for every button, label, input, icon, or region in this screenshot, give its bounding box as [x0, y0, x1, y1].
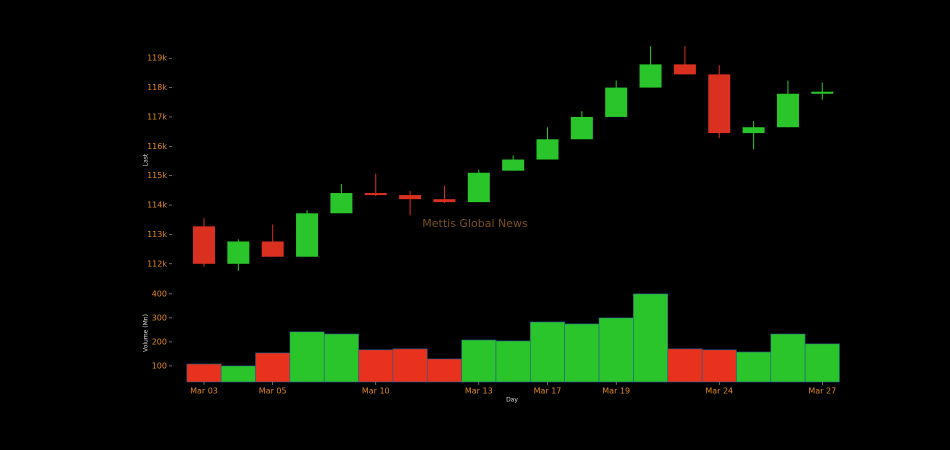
- candle-body: [776, 93, 799, 128]
- volume-bar: [701, 349, 737, 383]
- x-tick-label: Mar 13: [465, 387, 493, 396]
- candle-body: [261, 241, 284, 257]
- candle-body: [605, 87, 628, 117]
- volume-bar: [461, 339, 497, 383]
- y-tick-label: 117k: [147, 112, 167, 121]
- y-tick-label: 100: [152, 361, 167, 370]
- volume-bar: [633, 293, 669, 383]
- volume-bar: [530, 321, 565, 383]
- volume-bar: [804, 343, 840, 383]
- y-tick-label: 114k: [147, 201, 167, 210]
- x-tick-label: Mar 05: [259, 387, 287, 396]
- candle-body: [708, 74, 731, 134]
- volume-bar: [564, 323, 600, 383]
- candle-body: [433, 199, 456, 203]
- volume-bar: [667, 348, 703, 383]
- y-tick-label: 400: [152, 289, 167, 298]
- candle-body: [742, 127, 765, 134]
- volume-bar: [323, 333, 359, 383]
- volume-bar: [598, 317, 634, 383]
- volume-bar: [289, 331, 325, 383]
- candle-body: [467, 172, 490, 203]
- y-tick-label: 115k: [147, 171, 167, 180]
- volume-bar: [392, 348, 428, 383]
- volume-bar: [186, 363, 222, 383]
- watermark: Mettis Global News: [422, 217, 528, 230]
- y-tick-label: 118k: [147, 83, 167, 92]
- x-tick-label: Mar 17: [534, 387, 562, 396]
- candle-body: [330, 193, 353, 214]
- volume-bar: [736, 351, 772, 383]
- x-axis-label: Day: [506, 397, 518, 404]
- y-tick-label: 200: [152, 337, 167, 346]
- y-axis-label: Volume (Mn): [143, 314, 150, 352]
- volume-bar: [358, 349, 394, 383]
- y-tick-label: 300: [152, 313, 167, 322]
- candle-body: [227, 241, 250, 264]
- volume-bar: [255, 352, 291, 383]
- y-tick-label: 119k: [147, 54, 167, 63]
- volume-bar: [220, 365, 256, 383]
- y-axis-label: Last: [143, 153, 150, 166]
- x-tick-label: Mar 10: [362, 387, 390, 396]
- candle-body: [296, 213, 319, 257]
- candle-body: [193, 226, 215, 264]
- x-tick-label: Mar 03: [190, 387, 218, 396]
- candle-body: [673, 64, 696, 75]
- candle-body: [364, 193, 387, 196]
- volume-bar: [426, 358, 462, 383]
- candle-body: [811, 91, 834, 94]
- y-tick-label: 116k: [147, 142, 167, 151]
- x-tick-label: Mar 24: [705, 387, 733, 396]
- y-tick-label: 112k: [147, 259, 167, 268]
- volume-bar: [495, 340, 531, 383]
- candle-body: [570, 116, 593, 140]
- candle-body: [399, 195, 422, 200]
- candle-body: [536, 139, 559, 160]
- x-tick-label: Mar 27: [808, 387, 836, 396]
- y-tick-label: 113k: [147, 230, 167, 239]
- candle-body: [502, 159, 525, 171]
- candle-body: [639, 64, 662, 88]
- volume-bar: [770, 333, 806, 383]
- x-tick-label: Mar 19: [602, 387, 630, 396]
